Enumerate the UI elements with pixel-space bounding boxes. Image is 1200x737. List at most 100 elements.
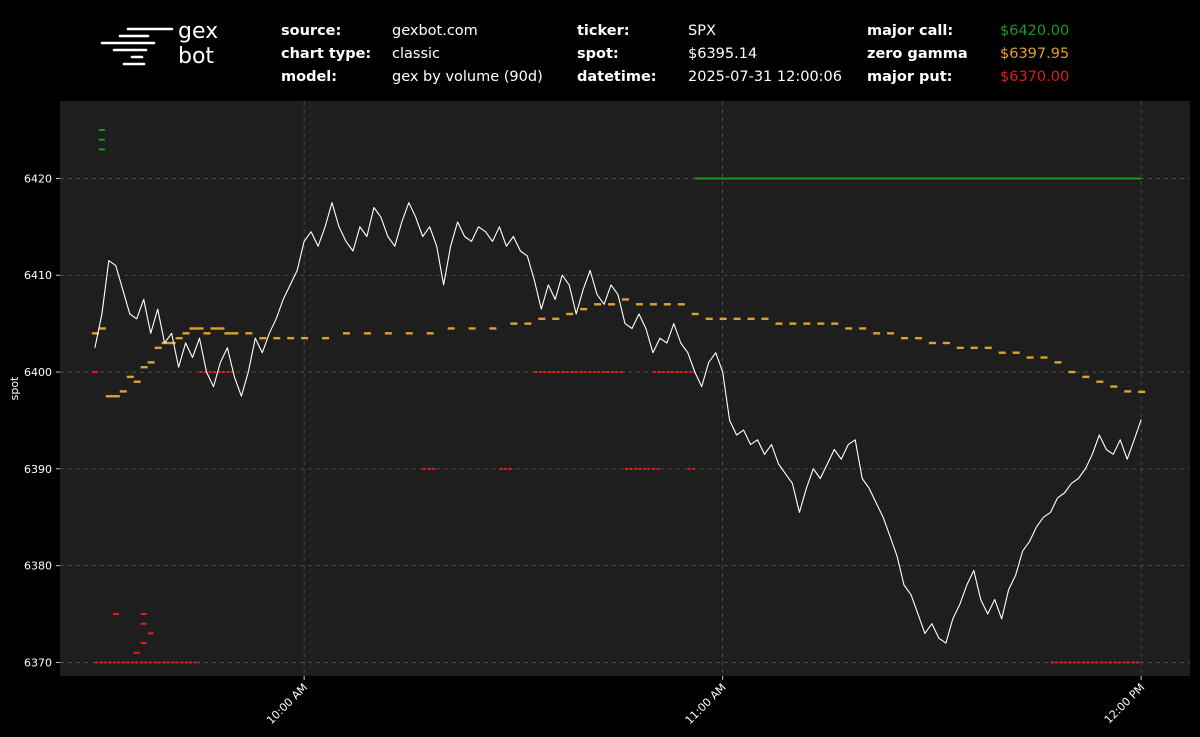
zero-gamma-point [322,336,330,340]
zero-gamma-point [803,322,811,325]
zero-gamma-point [154,346,162,350]
y-tick-label: 6420 [24,172,52,185]
zero-gamma-point [691,312,699,316]
logo-word-bot: bot [178,44,215,69]
zero-gamma-point [363,332,371,335]
zero-gamma-point [203,332,211,335]
zero-gamma-point [384,332,392,335]
zero-gamma-point [914,336,922,340]
info-chart-type-key: chart type: [281,46,372,62]
zero-gamma-point [175,336,183,340]
info-model-key: model: [281,69,338,85]
zero-gamma-point [789,322,797,325]
zero-gamma-point [510,322,518,325]
zero-gamma-point [126,375,134,379]
zero-gamma-point [552,317,560,321]
x-tick-label: 10:00 AM [264,681,310,727]
zero-gamma-point [566,312,574,316]
logo-speed-lines-icon [100,27,174,66]
zero-gamma-point [426,332,434,335]
zero-gamma-point [231,332,239,335]
zero-gamma-point [210,327,218,330]
zero-gamma-point [1012,351,1020,354]
zero-gamma-point [970,346,978,350]
zero-gamma-point [663,303,671,306]
zero-gamma-point [538,317,546,321]
chart-header: gex bot source: gexbot.com chart type: c… [0,0,1200,100]
zero-gamma-point [705,317,713,321]
zero-gamma-point [91,332,99,335]
zero-gamma-point [873,332,881,335]
zero-gamma-point [984,346,992,350]
zero-gamma-point [245,332,253,335]
y-tick-label: 6370 [24,656,52,669]
zero-gamma-point [189,327,197,330]
info-source-key: source: [281,23,342,39]
major-put-point [112,613,119,616]
x-tick-label: 12:00 PM [1102,681,1147,726]
zero-gamma-point [887,332,895,335]
plot-area [60,101,1190,676]
zero-gamma-point [747,317,755,321]
zero-gamma-point [1096,380,1104,383]
zero-gamma-point [196,327,204,330]
zero-gamma-point [998,351,1006,354]
major-put-point [140,622,147,625]
info-zero-gamma-value: $6397.95 [1000,46,1070,62]
major-call-point [98,138,105,141]
zero-gamma-point [831,322,839,325]
major-put-point [147,632,154,635]
info-spot-key: spot: [577,46,619,62]
info-source-value: gexbot.com [392,23,478,39]
zero-gamma-point [217,327,225,330]
zero-gamma-point [112,395,120,398]
zero-gamma-point [956,346,964,350]
zero-gamma-point [342,332,350,335]
zero-gamma-point [1110,385,1118,388]
zero-gamma-point [845,327,853,330]
zero-gamma-point [1124,390,1132,393]
zero-gamma-point [489,327,497,330]
major-put-point [91,371,98,374]
info-major-put-key: major put: [867,69,953,85]
zero-gamma-point [649,303,657,306]
info-zero-gamma-key: zero gamma [867,46,968,62]
zero-gamma-point [405,332,413,335]
zero-gamma-point [468,327,476,330]
zero-gamma-point [147,361,155,364]
zero-gamma-point [942,341,950,345]
y-tick-label: 6390 [24,463,52,476]
y-axis-label: spot [8,376,21,400]
info-ticker-value: SPX [688,23,716,39]
x-tick-label: 11:00 AM [683,681,729,727]
zero-gamma-point [224,332,232,335]
info-model-value: gex by volume (90d) [392,69,543,85]
chart-series [91,129,1146,664]
zero-gamma-point [580,307,588,311]
zero-gamma-point [901,336,909,340]
zero-gamma-point [1026,356,1034,359]
major-put-point [140,642,147,645]
zero-gamma-point [259,336,267,340]
zero-gamma-point [447,327,455,330]
major-put-series [91,371,1142,664]
zero-gamma-point [761,317,769,321]
spot-price-line [94,202,1142,644]
y-tick-label: 6400 [24,366,52,379]
info-chart-type-value: classic [392,46,440,62]
zero-gamma-point [817,322,825,325]
zero-gamma-point [719,317,727,321]
major-call-point [98,129,105,132]
major-call-series [98,129,1142,180]
major-put-point [140,613,147,616]
zero-gamma-point [733,317,741,321]
zero-gamma-point [140,366,148,369]
zero-gamma-point [287,336,295,340]
zero-gamma-point [608,303,616,306]
zero-gamma-point [1082,375,1090,379]
zero-gamma-point [105,395,113,398]
zero-gamma-point [98,327,106,330]
zero-gamma-point [119,390,127,393]
info-major-put-value: $6370.00 [1000,69,1070,85]
